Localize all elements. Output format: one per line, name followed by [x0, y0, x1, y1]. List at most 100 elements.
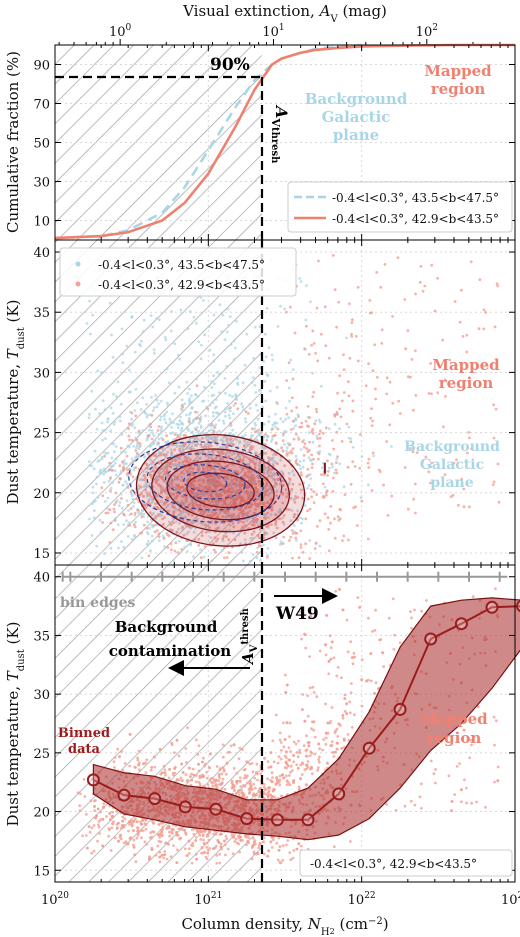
scatter-point-background	[171, 412, 174, 416]
binned-panel-point	[99, 810, 102, 814]
scatter-point-mapped	[370, 424, 374, 427]
scatter-point-background	[263, 512, 267, 516]
scatter-point-background	[211, 414, 215, 418]
scatter-point-mapped	[209, 444, 213, 448]
binned-panel-point	[346, 650, 350, 654]
scatter-point-background	[160, 447, 164, 451]
y-tick-label: 15	[33, 547, 50, 562]
binned-panel-point	[418, 795, 422, 799]
scatter-point-mapped	[143, 473, 146, 477]
scatter-point-mapped	[138, 442, 142, 445]
binned-panel-point	[184, 773, 188, 776]
scatter-point-mapped	[294, 432, 298, 436]
binned-panel-point	[192, 832, 196, 836]
scatter-point-background	[238, 441, 241, 445]
scatter-point-background	[257, 483, 261, 486]
scatter-point-background	[134, 436, 138, 440]
scatter-point-mapped	[114, 491, 118, 495]
scatter-point-background	[136, 443, 139, 447]
scatter-point-background	[165, 367, 169, 371]
scatter-point-mapped	[317, 432, 321, 436]
scatter-point-mapped	[235, 478, 238, 482]
scatter-point-mapped	[162, 453, 166, 456]
scatter-point-background	[150, 500, 154, 504]
binned-panel-point	[350, 682, 353, 685]
scatter-point-mapped	[350, 321, 354, 324]
scatter-point-mapped	[335, 410, 339, 414]
scatter-point-mapped	[336, 391, 339, 395]
scatter-point-background	[92, 516, 96, 520]
scatter-point-mapped	[165, 468, 169, 471]
scatter-point-background	[141, 509, 144, 512]
scatter-point-background	[95, 544, 99, 548]
scatter-point-background	[100, 421, 104, 425]
scatter-point-background	[155, 475, 159, 479]
scatter-point-mapped	[303, 347, 306, 351]
scatter-point-background	[176, 500, 180, 504]
scatter-point-background	[115, 395, 118, 398]
scatter-point-mapped	[316, 437, 319, 440]
scatter-point-mapped	[411, 450, 415, 454]
scatter-point-background	[95, 475, 99, 479]
binned-panel-point	[136, 826, 139, 830]
binned-panel-point	[274, 713, 278, 717]
scatter-point-mapped	[335, 325, 338, 329]
scatter-point-background	[154, 394, 158, 397]
binned-panel-point	[465, 786, 468, 790]
scatter-point-mapped	[385, 440, 389, 443]
binned-panel-point	[245, 843, 248, 847]
y-tick-label: 40	[33, 246, 50, 261]
scatter-point-background	[221, 548, 224, 552]
scatter-point-mapped	[149, 425, 153, 429]
scatter-point-background	[190, 406, 194, 410]
scatter-point-mapped	[212, 548, 216, 552]
scatter-point-background	[106, 417, 110, 421]
scatter-point-background	[249, 537, 253, 540]
scatter-point-background	[197, 421, 201, 425]
binned-panel-point	[163, 850, 167, 853]
scatter-point-mapped	[199, 443, 203, 446]
scatter-point-background	[272, 531, 276, 535]
scatter-point-background	[228, 528, 231, 532]
scatter-point-background	[323, 485, 327, 489]
scatter-point-mapped	[191, 467, 195, 471]
scatter-point-mapped	[443, 378, 447, 382]
scatter-point-background	[309, 300, 312, 304]
scatter-point-mapped	[429, 362, 433, 365]
scatter-point-background	[240, 402, 244, 406]
scatter-point-background	[248, 490, 252, 494]
scatter-point-mapped	[103, 454, 107, 458]
binned-panel-point	[145, 758, 149, 762]
scatter-point-mapped	[257, 468, 261, 471]
binned-panel-point	[356, 596, 360, 599]
scatter-point-background	[204, 414, 208, 418]
scatter-point-mapped	[127, 427, 130, 431]
scatter-point-background	[162, 414, 166, 418]
scatter-point-background	[129, 390, 132, 394]
binned-panel-point	[318, 755, 321, 759]
scatter-point-background	[263, 380, 267, 383]
scatter-point-mapped	[222, 489, 226, 493]
scatter-point-background	[279, 540, 283, 543]
scatter-point-mapped	[218, 467, 222, 471]
scatter-point-mapped	[297, 415, 300, 418]
scatter-point-mapped	[345, 422, 349, 426]
scatter-point-mapped	[170, 548, 173, 552]
binned-panel-point	[238, 776, 242, 780]
scatter-point-mapped	[131, 460, 135, 463]
binned-panel-point	[191, 844, 195, 848]
scatter-point-background	[130, 315, 134, 319]
binned-panel-point	[224, 853, 227, 857]
scatter-point-mapped	[398, 412, 402, 415]
binned-panel-point	[310, 727, 313, 731]
scatter-point-background	[169, 329, 173, 333]
scatter-point-background	[130, 424, 134, 428]
binned-panel-point	[257, 795, 261, 799]
scatter-point-background	[149, 458, 153, 462]
binned-panel-point	[158, 860, 162, 864]
scatter-point-background	[215, 489, 219, 493]
scatter-point-mapped	[300, 425, 304, 429]
binned-panel-point	[239, 785, 243, 788]
scatter-point-mapped	[281, 520, 285, 524]
